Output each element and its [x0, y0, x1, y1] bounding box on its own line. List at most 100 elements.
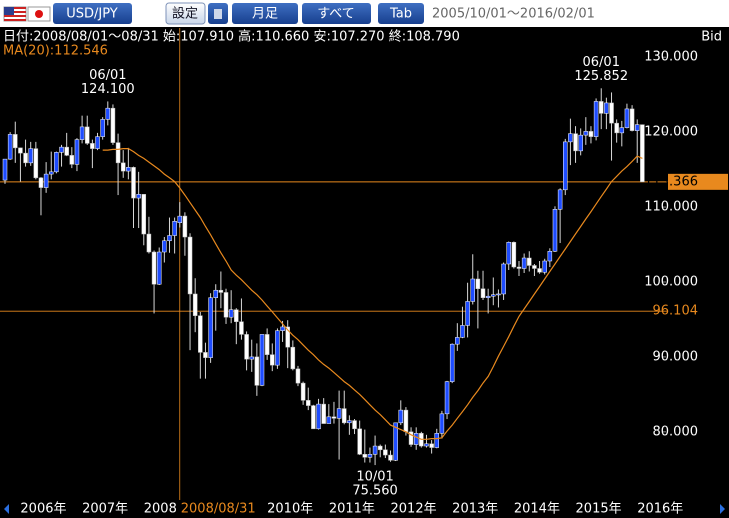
- candle-body: [259, 334, 265, 386]
- tab-label: Tab: [389, 7, 412, 22]
- x-tick-label: 2016年: [637, 502, 683, 517]
- candle-body: [485, 295, 491, 298]
- candle-body: [357, 428, 362, 455]
- x-tick-label: 2014年: [514, 502, 560, 517]
- candle-body: [455, 337, 460, 345]
- candle-body: [588, 131, 594, 137]
- candle-body: [311, 405, 316, 430]
- candle-body: [79, 126, 85, 140]
- candle-body: [110, 107, 116, 143]
- candle-body: [54, 152, 59, 173]
- candle-body: [388, 454, 393, 461]
- candle-body: [604, 102, 609, 114]
- annotation-date: 06/01: [89, 68, 126, 83]
- candle-body: [49, 171, 54, 175]
- candle-body: [398, 409, 404, 424]
- candle-body: [249, 356, 254, 360]
- candle-body: [460, 325, 465, 338]
- candle-body: [115, 142, 121, 164]
- candle-body: [593, 101, 599, 137]
- ma-info: MA(20):112.546: [3, 44, 108, 59]
- candle-body: [172, 221, 177, 236]
- candle-body: [619, 127, 625, 134]
- tab-button[interactable]: [378, 3, 424, 24]
- candle-body: [341, 408, 347, 424]
- scroll-right[interactable]: [720, 504, 725, 514]
- candle-body: [609, 102, 614, 124]
- crosshair-date-label: 2008/08/31: [181, 502, 256, 517]
- candle-body: [444, 381, 450, 415]
- annotation-date: 06/01: [583, 55, 620, 70]
- period-button[interactable]: [232, 3, 298, 24]
- candle-body: [167, 235, 172, 242]
- annotation-date: 10/01: [356, 470, 393, 485]
- candle-body: [573, 133, 578, 152]
- candle-body: [228, 309, 234, 318]
- candle-body: [326, 416, 332, 424]
- candle-body: [182, 215, 188, 238]
- settings-button[interactable]: [165, 2, 206, 25]
- candle-body: [583, 131, 589, 136]
- candle-body: [424, 443, 429, 447]
- scroll-left[interactable]: [4, 504, 9, 514]
- candle-body: [13, 134, 18, 149]
- candle-body: [439, 413, 445, 434]
- candle-body: [218, 289, 224, 293]
- candle-body: [254, 356, 260, 386]
- x-tick-label: 2015年: [576, 502, 622, 517]
- candle-body: [187, 236, 193, 295]
- candle-body: [598, 101, 604, 114]
- candle-body: [624, 108, 630, 128]
- pair-button[interactable]: [53, 3, 132, 24]
- candle-body: [557, 189, 563, 210]
- candle-body: [413, 433, 419, 445]
- range-button[interactable]: [302, 3, 371, 24]
- candle-body: [151, 251, 157, 285]
- candle-body: [295, 368, 301, 384]
- candle-body: [393, 422, 398, 461]
- x-tick-label: 2011年: [329, 502, 375, 517]
- candle-body: [537, 268, 542, 273]
- candle-body: [223, 292, 229, 318]
- candle-body: [59, 146, 64, 153]
- x-tick-label: 2008: [144, 502, 177, 517]
- candle-body: [578, 134, 583, 152]
- candle-body: [547, 251, 553, 262]
- candle-body: [552, 209, 558, 252]
- jp-flag: [27, 6, 51, 22]
- crosshair-date-box: [179, 501, 264, 517]
- candle-body: [629, 108, 635, 131]
- candle-body: [347, 420, 352, 424]
- candle-body: [640, 124, 645, 183]
- annotation-value: 75.560: [352, 484, 398, 499]
- candle-body: [2, 158, 8, 181]
- candle-body: [300, 382, 306, 401]
- candle-body: [33, 148, 39, 179]
- candle-body: [234, 309, 239, 322]
- candle-body: [475, 278, 481, 289]
- candle-body: [18, 147, 23, 154]
- candle-body: [264, 334, 270, 355]
- annotation-value: 125.852: [574, 69, 628, 84]
- period-label: 月足: [252, 7, 278, 22]
- candle-body: [614, 122, 619, 134]
- pair-label: USD/JPY: [66, 7, 118, 22]
- candle-body: [131, 167, 136, 199]
- candle-body: [506, 242, 511, 265]
- candle-body: [239, 321, 244, 335]
- candle-body: [90, 143, 95, 149]
- candle-body: [480, 288, 486, 298]
- candle-body: [568, 133, 573, 143]
- candle-body: [316, 403, 321, 430]
- plot: 80.000 90.000 100.000 110.000 120.000 130.000…: [0, 28, 728, 517]
- candle-body: [198, 315, 203, 353]
- candle-body: [470, 278, 475, 302]
- ohlc-info: 日付:2008/08/01～08/31 始:107.910 高:110.660 …: [3, 29, 460, 45]
- candle-body: [74, 139, 80, 165]
- candle-body: [120, 162, 126, 172]
- candle-body: [84, 126, 90, 144]
- candle-body: [285, 326, 290, 348]
- candle-body: [511, 242, 517, 268]
